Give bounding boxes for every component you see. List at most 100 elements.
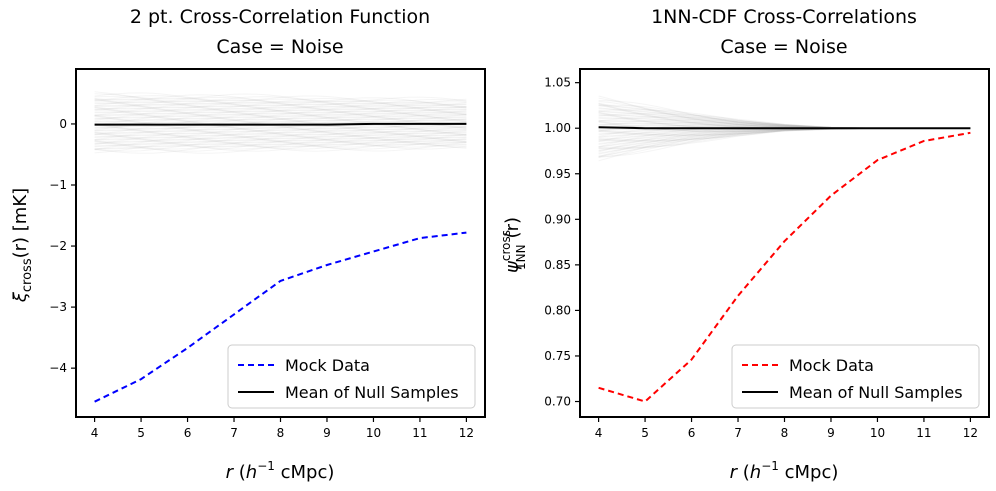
left-y-tick-label: −3 — [49, 300, 67, 314]
right-y-tick-label: 0.85 — [544, 258, 571, 272]
left-null-sample-line — [94, 111, 467, 121]
right-chart-title-line1: 1NN-CDF Cross-Correlations — [651, 6, 917, 28]
left-legend-box — [227, 344, 476, 409]
left-null-sample-line — [94, 128, 467, 137]
left-null-sample-line — [94, 120, 467, 128]
left-null-samples-band — [94, 91, 467, 154]
right-x-tick-label: 10 — [870, 426, 885, 440]
left-chart-panel: 2 pt. Cross-Correlation Function Case = … — [10, 6, 486, 483]
right-legend-mock-label: Mock Data — [789, 356, 874, 375]
left-plot-area: 4 5 6 7 8 9 10 11 12 0 −1 −2 −3 −4 — [49, 68, 486, 440]
left-null-sample-line — [94, 98, 467, 110]
left-legend: Mock Data Mean of Null Samples — [227, 344, 476, 409]
right-y-tick-label: 1.00 — [544, 121, 571, 135]
left-null-sample-line — [94, 130, 467, 139]
right-x-tick-label: 5 — [641, 426, 649, 440]
left-null-sample-line — [94, 131, 467, 140]
left-null-sample-line — [94, 143, 467, 154]
right-x-tick-label: 8 — [781, 426, 789, 440]
left-x-axis-label: r (h−1 cMpc) — [226, 459, 335, 483]
right-x-tick-label: 7 — [734, 426, 742, 440]
left-y-tick-label: 0 — [59, 117, 67, 131]
right-legend-null-label: Mean of Null Samples — [789, 383, 963, 402]
left-x-tick-label: 4 — [91, 426, 99, 440]
right-null-mean-line — [598, 126, 971, 130]
left-null-sample-line — [94, 115, 467, 124]
left-null-sample-line — [94, 106, 467, 116]
left-null-sample-line — [94, 125, 467, 133]
left-x-tick-label: 6 — [184, 426, 192, 440]
left-legend-mock-label: Mock Data — [285, 356, 370, 375]
left-null-sample-line — [94, 129, 467, 138]
right-legend-box — [731, 344, 980, 409]
right-chart-panel: 1NN-CDF Cross-Correlations Case = Noise … — [499, 6, 990, 483]
left-null-sample-line — [94, 114, 467, 122]
left-null-sample-line — [94, 141, 467, 150]
left-x-tick-label: 9 — [323, 426, 331, 440]
right-y-tick-label: 0.80 — [544, 303, 571, 317]
left-null-sample-line — [94, 110, 467, 120]
left-null-sample-line — [94, 100, 467, 111]
right-y-axis-label: ψcross1NN(r) — [499, 217, 528, 273]
left-null-sample-line — [94, 127, 467, 136]
left-null-sample-line — [94, 104, 467, 115]
left-null-sample-line — [94, 101, 467, 112]
left-null-sample-line — [94, 136, 467, 146]
left-null-mean-line — [94, 122, 467, 126]
right-x-tick-label: 9 — [827, 426, 835, 440]
left-null-sample-line — [94, 102, 467, 113]
left-null-sample-line — [94, 102, 467, 113]
left-x-tick-label: 12 — [459, 426, 474, 440]
left-null-sample-line — [94, 139, 467, 150]
left-null-sample-line — [94, 126, 467, 134]
left-null-sample-line — [94, 132, 467, 141]
left-null-sample-line — [94, 141, 467, 152]
right-chart-title-line2: Case = Noise — [720, 36, 847, 58]
right-x-tick-label: 12 — [963, 426, 978, 440]
left-null-sample-line — [94, 137, 467, 148]
right-legend: Mock Data Mean of Null Samples — [731, 344, 980, 409]
left-null-sample-line — [94, 140, 467, 150]
left-y-tick-label: −1 — [49, 178, 67, 192]
right-mock-data-line — [598, 131, 971, 403]
left-null-sample-line — [94, 113, 467, 123]
left-x-tick-label: 8 — [277, 426, 285, 440]
right-y-tick-label: 0.95 — [544, 167, 571, 181]
left-null-sample-line — [94, 108, 467, 119]
left-y-tick-label: −4 — [49, 361, 67, 375]
left-null-sample-line — [94, 100, 467, 111]
left-null-sample-line — [94, 95, 467, 107]
left-null-sample-line — [94, 133, 467, 142]
left-null-sample-line — [94, 136, 467, 146]
left-null-sample-line — [94, 126, 467, 135]
right-x-tick-label: 4 — [595, 426, 603, 440]
left-y-tick-label: −2 — [49, 239, 67, 253]
left-chart-title-line1: 2 pt. Cross-Correlation Function — [130, 6, 430, 28]
left-null-sample-line — [94, 103, 467, 114]
left-null-sample-line — [94, 112, 467, 122]
left-null-sample-line — [94, 92, 467, 104]
left-null-sample-line — [94, 121, 467, 130]
left-null-sample-line — [94, 124, 467, 133]
left-x-tick-label: 7 — [230, 426, 238, 440]
right-y-tick-label: 1.05 — [544, 76, 571, 90]
left-x-tick-label: 10 — [366, 426, 381, 440]
left-null-sample-line — [94, 108, 467, 119]
left-null-sample-line — [94, 96, 467, 108]
right-y-tick-label: 0.70 — [544, 395, 571, 409]
right-x-axis-label: r (h−1 cMpc) — [730, 459, 839, 483]
left-null-sample-line — [94, 132, 467, 141]
left-null-sample-line — [94, 138, 467, 148]
left-null-sample-line — [94, 129, 467, 137]
right-y-tick-label: 0.90 — [544, 212, 571, 226]
left-null-sample-line — [94, 95, 467, 107]
left-null-sample-line — [94, 94, 467, 106]
left-null-sample-line — [94, 123, 467, 132]
right-x-tick-label: 6 — [688, 426, 696, 440]
left-null-sample-line — [94, 91, 467, 103]
left-mock-data-line — [94, 231, 467, 403]
left-null-sample-line — [94, 135, 467, 145]
left-null-sample-line — [94, 138, 467, 148]
left-null-sample-line — [94, 93, 467, 105]
